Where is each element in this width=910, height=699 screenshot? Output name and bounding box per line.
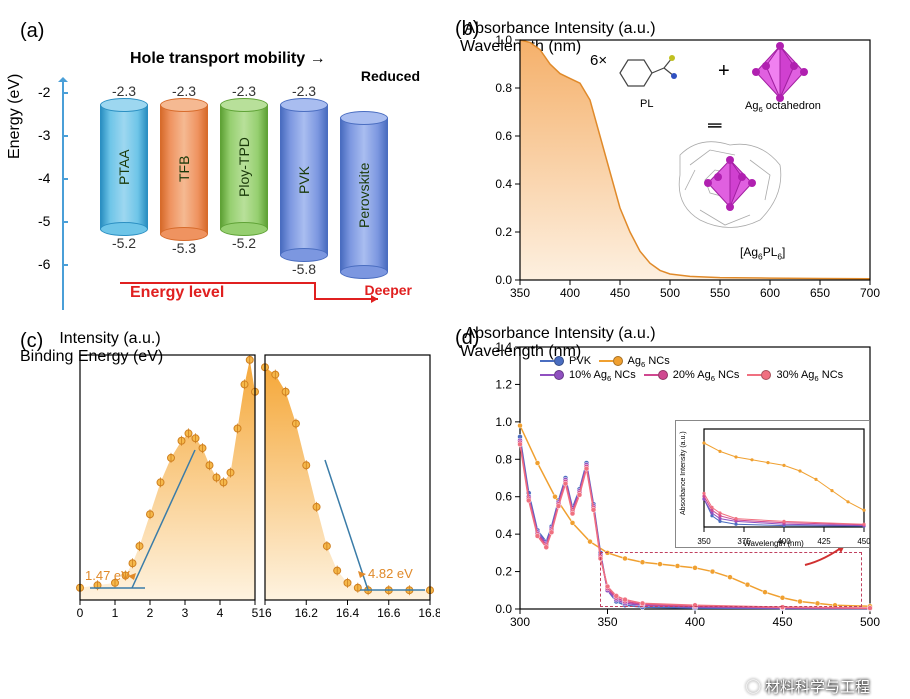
octahedron-icon [750, 42, 810, 102]
anno-pl: PL [640, 98, 653, 110]
svg-text:Absorbance Intensity (a.u.): Absorbance Intensity (a.u.) [680, 431, 687, 515]
svg-text:425: 425 [817, 537, 831, 546]
complex-icon [660, 125, 800, 245]
panel-a-reduced: Reduced [361, 68, 420, 84]
svg-text:Wavelength (nm): Wavelength (nm) [743, 539, 804, 548]
panel-c-ups: (c) 0123451616.216.416.616.81.47 eV4.82 … [20, 330, 440, 660]
panel-a-energy-diagram: (a) Energy (eV) -2-3-4-5-6 Hole transpor… [20, 20, 440, 310]
anno-complex: [Ag6PL6] [740, 245, 785, 261]
anno-plus: + [718, 60, 730, 83]
svg-text:16.4: 16.4 [336, 606, 360, 620]
svg-text:0.0: 0.0 [495, 273, 512, 287]
panel-a-top-anno: Hole transport mobility → [130, 50, 326, 68]
svg-text:0.8: 0.8 [495, 452, 512, 466]
svg-text:1.47 eV: 1.47 eV [85, 568, 130, 583]
svg-text:450: 450 [772, 615, 792, 629]
svg-text:300: 300 [510, 615, 530, 629]
svg-text:1.0: 1.0 [495, 415, 512, 429]
svg-text:500: 500 [660, 286, 680, 300]
svg-text:16.8: 16.8 [418, 606, 440, 620]
svg-text:0: 0 [77, 606, 84, 620]
svg-text:650: 650 [810, 286, 830, 300]
svg-text:350: 350 [597, 615, 617, 629]
svg-text:1.0: 1.0 [495, 33, 512, 47]
anno-6x: 6× [590, 52, 607, 69]
svg-text:3: 3 [182, 606, 189, 620]
svg-text:0.2: 0.2 [495, 565, 512, 579]
svg-text:450: 450 [857, 537, 871, 546]
svg-text:700: 700 [860, 286, 880, 300]
panel-a-label: (a) [20, 20, 44, 43]
panel-a-y-label: Energy (eV) [6, 74, 24, 159]
watermark: ◯ 材料科学与工程 [746, 676, 870, 697]
anno-ag6-octa: Ag6 octahedron [745, 100, 821, 114]
svg-text:16.2: 16.2 [295, 606, 319, 620]
svg-text:4.82 eV: 4.82 eV [368, 566, 413, 581]
svg-text:350: 350 [697, 537, 711, 546]
svg-text:0.2: 0.2 [495, 225, 512, 239]
svg-text:1: 1 [112, 606, 119, 620]
panel-d-inset: 350375400425450Wavelength (nm)Absorbance… [675, 420, 870, 548]
svg-text:450: 450 [610, 286, 630, 300]
svg-text:0.6: 0.6 [495, 490, 512, 504]
panel-b-absorbance: (b) 3504004505005506006507000.00.20.40.6… [460, 20, 890, 310]
svg-text:16.6: 16.6 [377, 606, 401, 620]
pl-molecule-icon [610, 48, 680, 98]
svg-text:400: 400 [685, 615, 705, 629]
svg-text:400: 400 [560, 286, 580, 300]
svg-text:2: 2 [147, 606, 154, 620]
svg-text:0.8: 0.8 [495, 81, 512, 95]
svg-text:550: 550 [710, 286, 730, 300]
svg-text:4: 4 [217, 606, 224, 620]
panel-a-red-arrow [120, 265, 390, 305]
svg-text:1.2: 1.2 [495, 377, 512, 391]
svg-text:0.6: 0.6 [495, 129, 512, 143]
svg-text:350: 350 [510, 286, 530, 300]
svg-text:0.4: 0.4 [495, 527, 512, 541]
svg-text:600: 600 [760, 286, 780, 300]
svg-text:1.4: 1.4 [495, 340, 512, 354]
panel-d-legend: PVK Ag6 NCs 10% Ag6 NCs 20% Ag6 NCs 30% … [540, 355, 870, 383]
panel-a-y-axis [62, 80, 64, 310]
svg-text:500: 500 [860, 615, 880, 629]
panel-a-deeper: Deeper [365, 282, 412, 298]
svg-text:16: 16 [258, 606, 272, 620]
svg-text:0.0: 0.0 [495, 602, 512, 616]
panel-c-chart: 0123451616.216.416.616.81.47 eV4.82 eV [20, 330, 440, 660]
panel-d-absorbance-composite: (d) 3003504004505000.00.20.40.60.81.01.2… [460, 325, 900, 665]
svg-text:0.4: 0.4 [495, 177, 512, 191]
